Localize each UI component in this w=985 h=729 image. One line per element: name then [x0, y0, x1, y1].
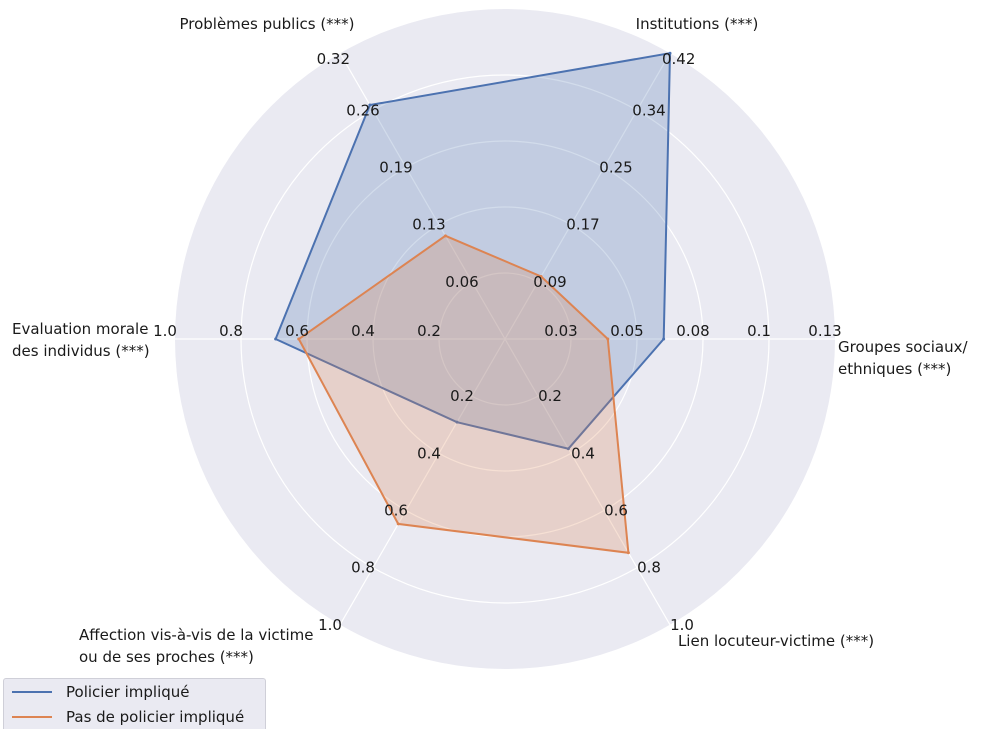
tick-label: 0.1	[747, 322, 771, 340]
legend-item-pas-policier: Pas de policier impliqué	[12, 706, 244, 728]
axis-title: ou de ses proches (***)	[79, 648, 254, 666]
tick-label: 0.13	[808, 322, 841, 340]
tick-label: 0.19	[379, 159, 412, 177]
series-1-point-5	[274, 337, 278, 341]
tick-label: 0.8	[351, 559, 375, 577]
tick-label: 1.0	[153, 322, 177, 340]
axis-title: Problèmes publics (***)	[179, 15, 354, 33]
tick-label: 0.13	[412, 216, 445, 234]
series-2-point-4	[396, 522, 400, 526]
tick-label: 1.0	[318, 616, 342, 634]
tick-label: 0.6	[384, 501, 408, 519]
series-1-point-3	[566, 447, 570, 451]
tick-label: 0.06	[445, 273, 478, 291]
series-fill-2	[298, 235, 629, 553]
series-2-point-6	[443, 234, 447, 238]
grid-spoke-1	[504, 52, 671, 340]
tick-label: 1.0	[670, 616, 694, 634]
series-2-point-2	[606, 337, 610, 341]
tick-label: 0.25	[599, 159, 632, 177]
legend-swatch-orange	[12, 716, 52, 718]
tick-label: 0.42	[662, 50, 695, 68]
series-2-point-3	[626, 551, 630, 555]
tick-label: 0.8	[219, 322, 243, 340]
tick-label: 0.32	[317, 50, 350, 68]
legend-label: Pas de policier impliqué	[66, 708, 245, 726]
tick-label: 0.05	[610, 322, 643, 340]
series-1-point-1	[668, 51, 672, 55]
tick-label: 0.03	[544, 322, 577, 340]
tick-label: 0.08	[676, 322, 709, 340]
legend: Policier impliqué Pas de policier impliq…	[3, 678, 266, 729]
series-2-point-5	[297, 337, 301, 341]
axis-title: Lien locuteur-victime (***)	[678, 632, 874, 650]
tick-label: 0.26	[346, 101, 379, 119]
tick-label: 0.6	[604, 501, 628, 519]
radar-series	[274, 51, 672, 555]
tick-label: 0.09	[533, 273, 566, 291]
legend-swatch-blue	[12, 691, 52, 693]
tick-label: 0.2	[417, 322, 441, 340]
axis-title: des individus (***)	[12, 342, 150, 360]
axis-title: Affection vis-à-vis de la victime	[79, 626, 314, 644]
tick-label: 0.6	[285, 322, 309, 340]
axis-title: Institutions (***)	[636, 15, 759, 33]
tick-label: 0.4	[417, 444, 441, 462]
legend-item-policier: Policier impliqué	[12, 681, 190, 703]
axis-title: Groupes sociaux/	[838, 338, 968, 356]
radar-axis-titles: Institutions (***) Groupes sociaux/ethniq…	[12, 15, 968, 666]
series-1-point-4	[455, 420, 459, 424]
tick-label: 0.8	[637, 559, 661, 577]
radar-tick-labels: 0.09 0.17 0.25 0.34 0.42 0.03 0.05 0.08 0.1 0.13 0…	[153, 50, 842, 634]
series-fill-1	[275, 53, 670, 449]
grid-spoke-6	[339, 52, 506, 340]
tick-label: 0.2	[538, 387, 562, 405]
legend-label: Policier impliqué	[66, 683, 190, 701]
grid-spoke-4	[339, 338, 506, 626]
series-1-point-2	[662, 337, 666, 341]
tick-label: 0.2	[450, 387, 474, 405]
tick-label: 0.4	[351, 322, 375, 340]
series-2-point-1	[539, 275, 543, 279]
tick-label: 0.17	[566, 216, 599, 234]
axis-title: Evaluation morale	[12, 320, 148, 338]
tick-label: 0.34	[632, 101, 665, 119]
tick-label: 0.4	[571, 444, 595, 462]
axis-title: ethniques (***)	[838, 360, 951, 378]
grid-spoke-3	[504, 338, 671, 626]
series-1-point-6	[368, 103, 372, 107]
